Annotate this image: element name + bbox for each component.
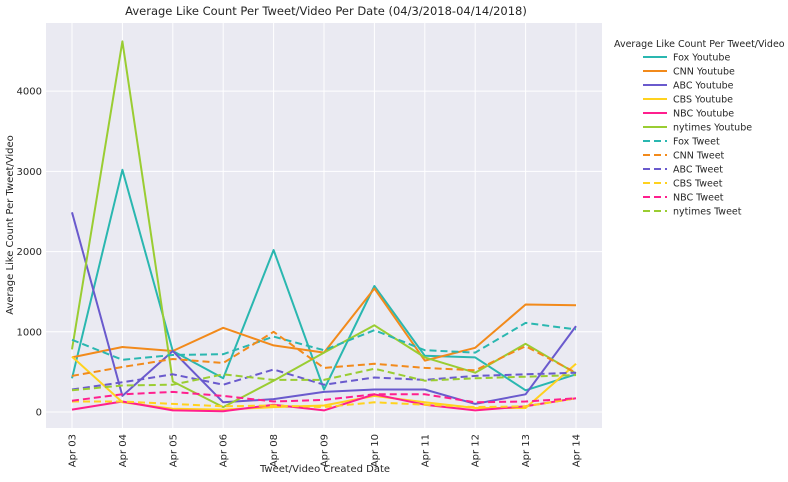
legend-entry: nytimes Youtube <box>673 123 752 134</box>
legend-entry: CBS Tweet <box>673 179 723 190</box>
y-axis-ticks: 0 1000 2000 3000 4000 <box>17 87 42 419</box>
x-tick-label: Apr 12 <box>471 434 482 467</box>
legend-entry: ABC Tweet <box>673 165 723 176</box>
x-tick-label: Apr 09 <box>320 434 331 467</box>
series-line-abc-tweet <box>71 368 577 391</box>
y-tick-label: 2000 <box>17 247 42 258</box>
y-axis-title: Average Like Count Per Tweet/Video <box>5 135 16 315</box>
y-tick-label: 0 <box>36 407 42 418</box>
x-tick-label: Apr 10 <box>370 434 381 467</box>
y-tick-label: 1000 <box>17 327 42 338</box>
series-line-nytimes-tweet <box>71 367 577 392</box>
series-line-cbs-tweet <box>72 397 577 409</box>
x-tick-label: Apr 05 <box>168 434 179 467</box>
legend-entry: CBS Youtube <box>673 95 733 106</box>
series-line-nbc-tweet <box>71 390 577 404</box>
y-tick-label: 3000 <box>17 167 42 178</box>
legend-entry: CNN Youtube <box>673 67 735 78</box>
gridlines <box>46 23 602 428</box>
series-lines <box>71 40 577 413</box>
legend: Average Like Count Per Tweet/Video Fox Y… <box>614 39 785 218</box>
series-line-cnn-tweet <box>71 330 577 377</box>
x-tick-label: Apr 13 <box>521 434 532 467</box>
legend-title: Average Like Count Per Tweet/Video <box>614 39 785 50</box>
chart-title: Average Like Count Per Tweet/Video Per D… <box>125 4 527 18</box>
y-tick-label: 4000 <box>17 87 42 98</box>
series-line-abc-youtube <box>71 212 577 405</box>
x-tick-label: Apr 11 <box>420 434 431 467</box>
legend-entry: ABC Youtube <box>673 81 734 92</box>
x-tick-label: Apr 06 <box>219 434 230 467</box>
legend-entry: Fox Youtube <box>673 53 730 64</box>
legend-entry: NBC Tweet <box>673 193 724 204</box>
legend-entry: Fox Tweet <box>673 137 720 148</box>
legend-entry: nytimes Tweet <box>673 207 742 218</box>
x-tick-label: Apr 03 <box>68 434 79 467</box>
legend-entry: NBC Youtube <box>673 109 734 120</box>
x-tick-label: Apr 08 <box>269 434 280 467</box>
series-line-nbc-youtube <box>71 393 577 413</box>
series-line-fox-youtube <box>71 168 577 392</box>
x-tick-label: Apr 14 <box>572 434 583 467</box>
legend-entry: CNN Tweet <box>673 151 725 162</box>
x-axis-title: Tweet/Video Created Date <box>259 464 390 475</box>
x-axis-ticks: Apr 03 Apr 04 Apr 05 Apr 06 Apr 08 Apr 09 Apr … <box>68 434 583 467</box>
x-tick-label: Apr 04 <box>118 434 129 467</box>
